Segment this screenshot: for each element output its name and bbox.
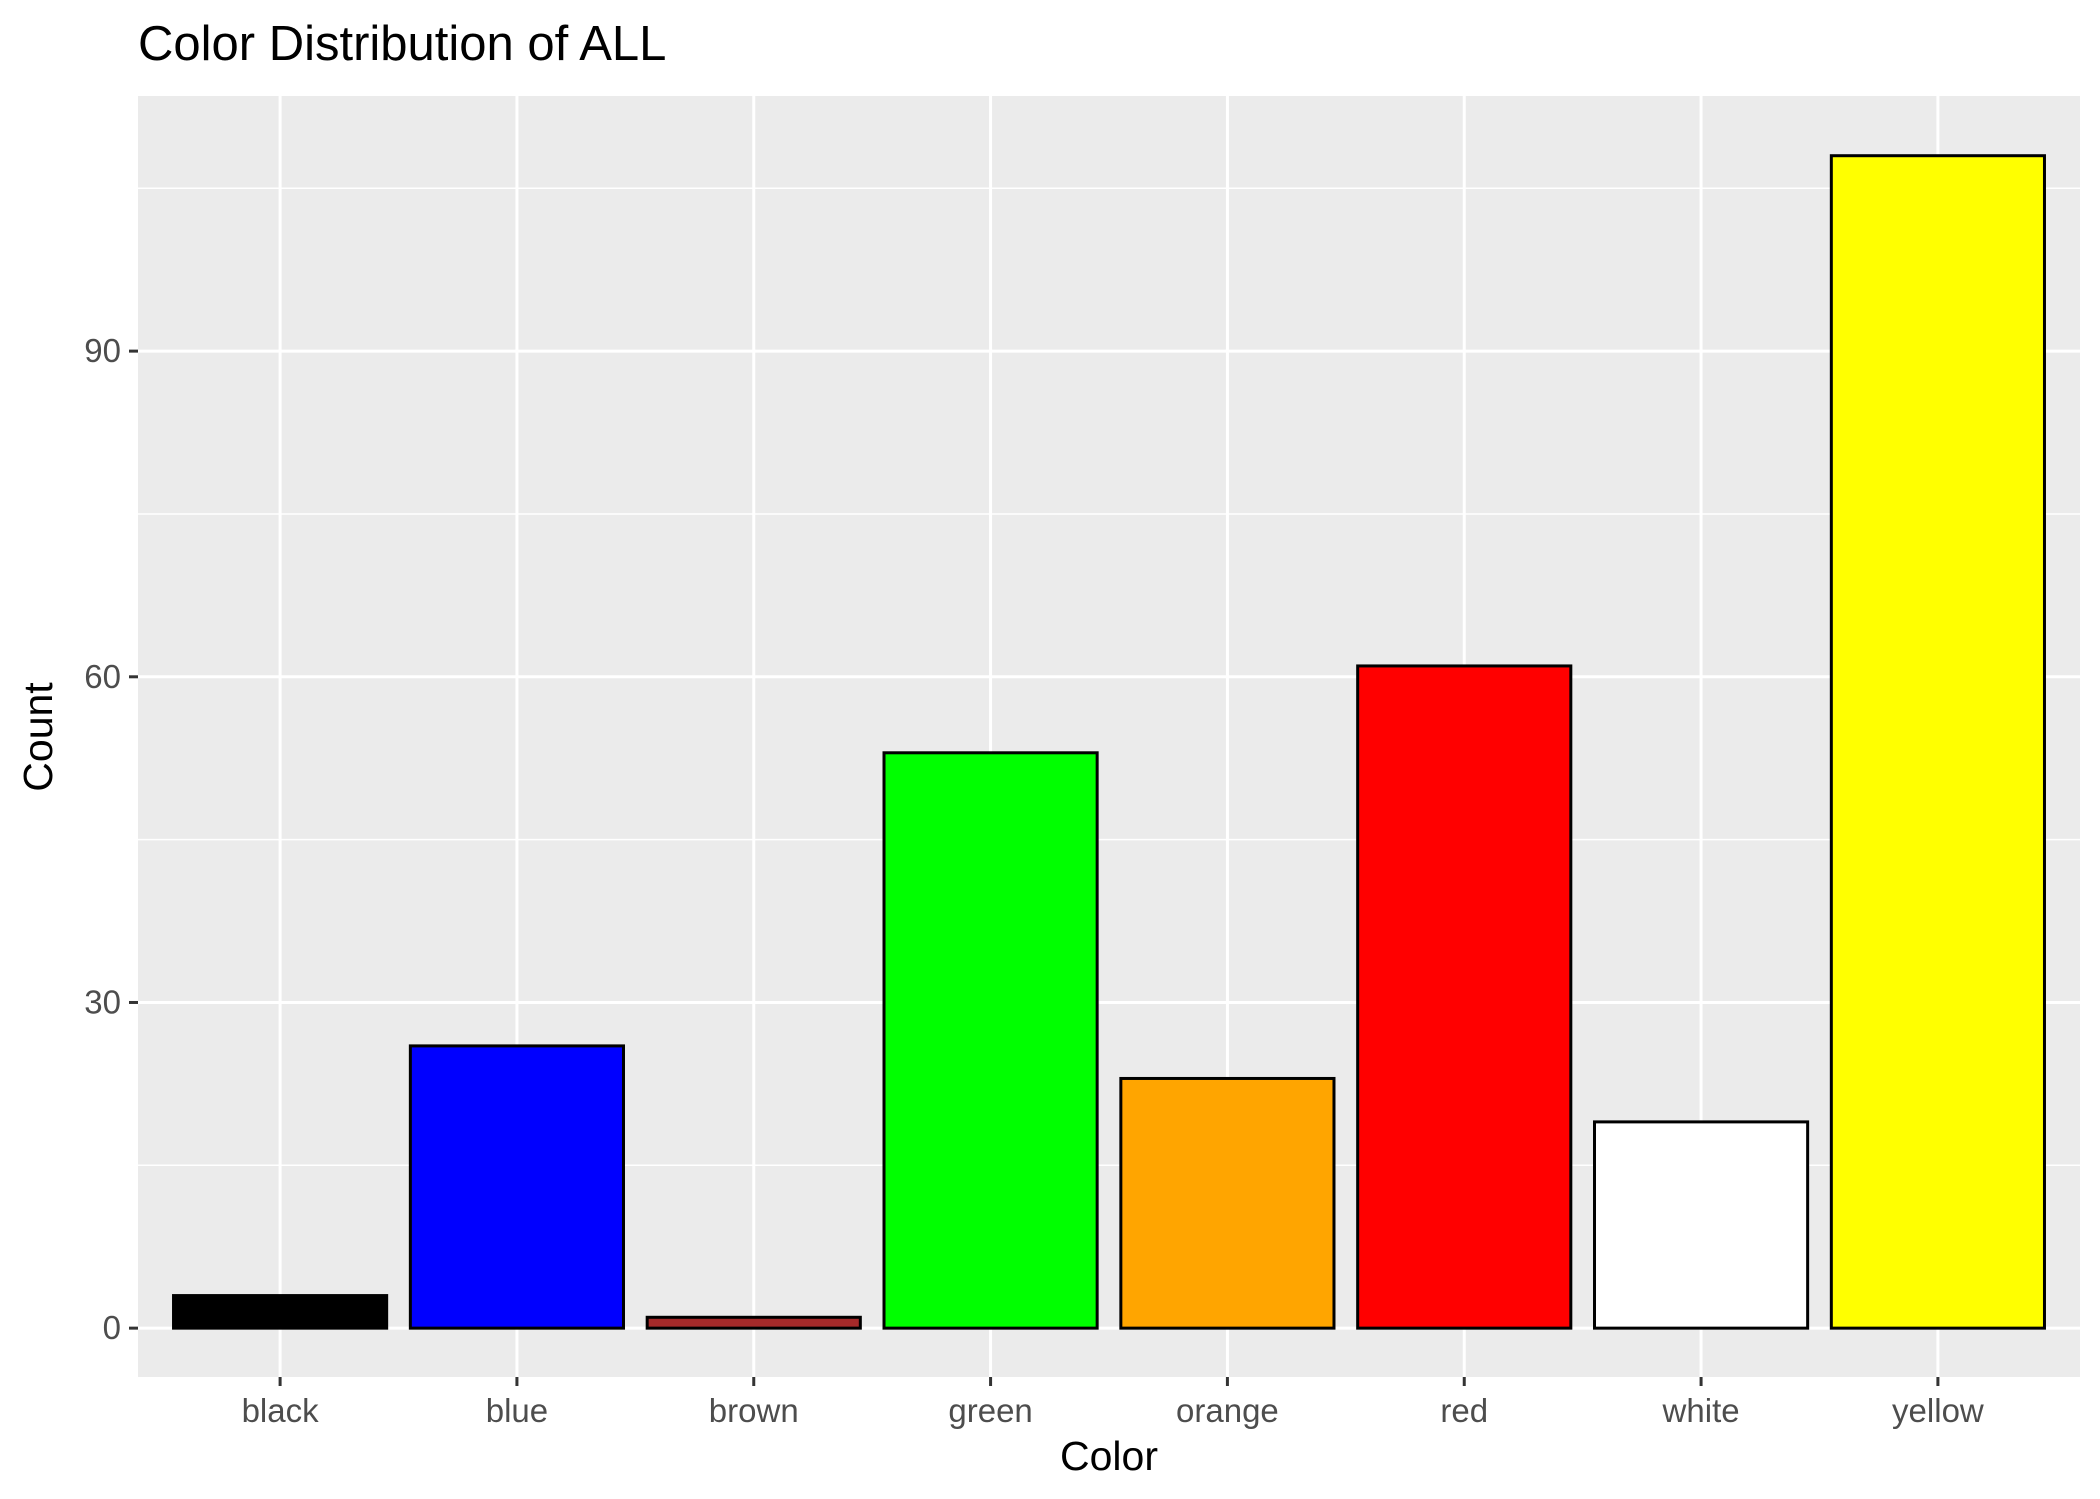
- y-axis-title: Count: [15, 682, 61, 792]
- x-tick-label: blue: [486, 1392, 548, 1429]
- bar-red: [1356, 664, 1573, 1330]
- x-tick-label: yellow: [1892, 1392, 1984, 1429]
- x-tick-label: red: [1440, 1392, 1488, 1429]
- y-tick-label: 90: [84, 332, 121, 369]
- x-tick-label: green: [948, 1392, 1032, 1429]
- x-tick-label: white: [1662, 1392, 1740, 1429]
- x-tick-label: orange: [1176, 1392, 1279, 1429]
- bar-yellow: [1829, 154, 2046, 1330]
- x-axis-ticks: black blue brown green orange red white yellow: [242, 1377, 1984, 1429]
- chart-title: Color Distribution of ALL: [138, 17, 666, 71]
- x-tick-label: brown: [709, 1392, 799, 1429]
- y-tick-label: 30: [84, 983, 121, 1020]
- bar-black: [172, 1294, 389, 1330]
- x-axis-title: Color: [1060, 1433, 1158, 1479]
- bar-brown: [645, 1315, 862, 1330]
- bar-green: [882, 751, 1099, 1330]
- bars: [172, 154, 2046, 1330]
- x-tick-label: black: [242, 1392, 320, 1429]
- bar-blue: [408, 1044, 626, 1330]
- y-tick-label: 60: [84, 658, 121, 695]
- bar-orange: [1119, 1076, 1336, 1330]
- bar-white: [1593, 1120, 1810, 1330]
- y-tick-label: 0: [103, 1309, 121, 1346]
- y-axis-ticks: 0 30 60 90: [84, 332, 138, 1346]
